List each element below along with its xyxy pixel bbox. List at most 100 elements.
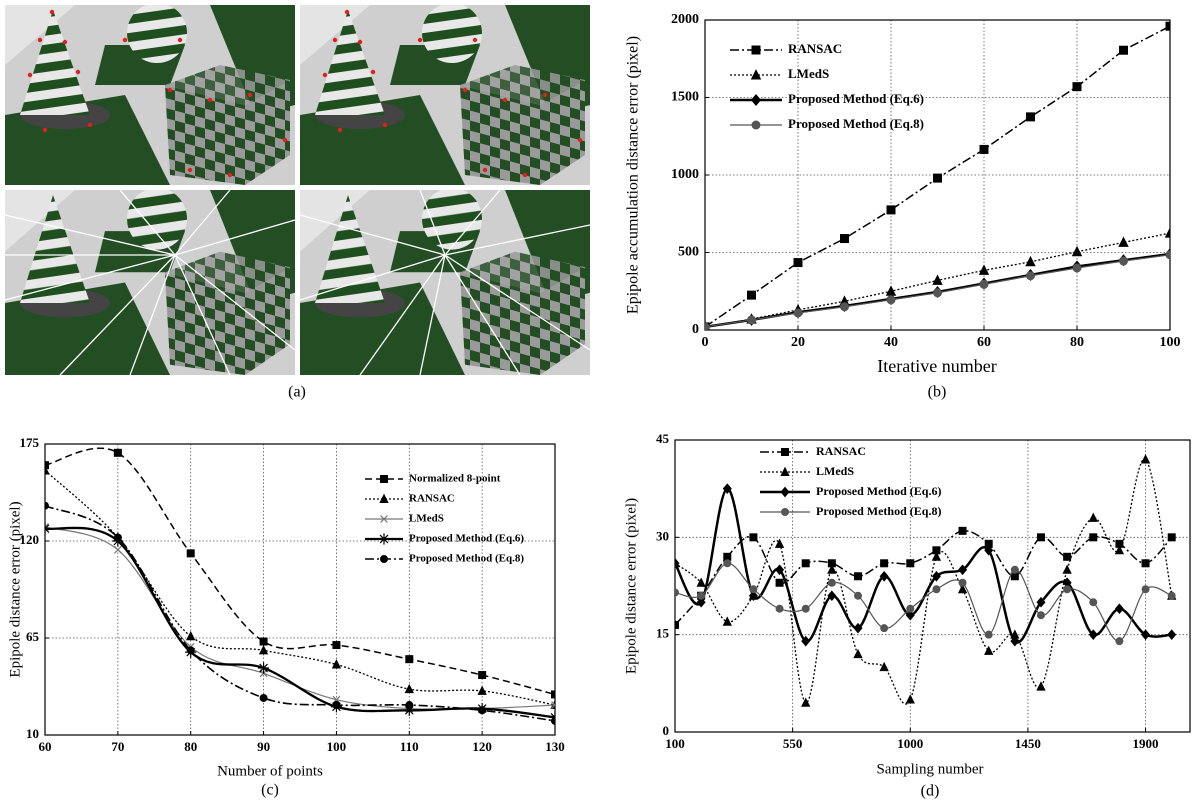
x-tick-label: 1900 (1133, 736, 1159, 751)
marker (1118, 236, 1129, 247)
marker (879, 661, 889, 672)
marker (751, 45, 761, 55)
legend-label: LMedS (788, 66, 829, 81)
marker (1119, 256, 1128, 266)
marker (113, 545, 122, 554)
plot-frame (44, 443, 556, 736)
marker (45, 461, 49, 470)
y-axis-label: Epipole distance error (pixel) (623, 498, 639, 674)
marker (1088, 512, 1098, 522)
x-tick-label: 1450 (1015, 736, 1041, 751)
marker (380, 475, 388, 483)
marker (1025, 255, 1036, 267)
marker (1119, 45, 1128, 55)
x-tick-label: 550 (783, 736, 803, 751)
marker (931, 551, 942, 561)
legend-label: Proposed Method (Eq.6) (816, 484, 941, 498)
x-tick-label: 60 (977, 335, 991, 350)
legend-label: Proposed Method (Eq.6) (409, 533, 524, 545)
marker (905, 609, 915, 621)
marker (750, 69, 762, 80)
legend-label: LMedS (816, 464, 854, 478)
marker (1063, 552, 1072, 561)
marker (906, 559, 915, 568)
legend-label: Proposed Method (Eq.8) (788, 116, 924, 131)
marker (380, 555, 388, 563)
marker (1089, 598, 1098, 607)
marker (259, 637, 268, 646)
y-tick-label: 15 (656, 626, 670, 641)
marker (1115, 637, 1124, 646)
marker (1063, 585, 1072, 594)
marker (957, 583, 968, 594)
x-tick-label: 40 (884, 335, 898, 350)
marker (675, 557, 680, 569)
plot-area (675, 440, 1190, 732)
marker (551, 701, 555, 709)
marker (748, 590, 758, 602)
marker (905, 694, 915, 704)
marker (827, 578, 836, 587)
marker (379, 493, 389, 503)
legend-label: RANSAC (788, 41, 842, 56)
marker (1141, 559, 1150, 568)
y-tick-label: 0 (692, 322, 699, 337)
marker (405, 701, 414, 710)
marker (880, 559, 889, 568)
marker (675, 620, 679, 629)
marker (1072, 82, 1082, 92)
legend-label: Proposed Method (Eq.6) (788, 91, 924, 106)
marker (853, 648, 863, 659)
marker (1114, 603, 1124, 615)
image-panel: (a) (4, 5, 591, 401)
marker (979, 279, 989, 289)
marker (801, 635, 811, 647)
marker (1141, 585, 1150, 594)
marker (675, 588, 679, 597)
marker (722, 483, 732, 494)
marker (1072, 263, 1082, 273)
y-tick-label: 1500 (671, 90, 699, 105)
marker (749, 585, 758, 594)
marker (750, 94, 762, 106)
series-line (45, 504, 555, 722)
x-tick-label: 100 (327, 739, 347, 754)
marker (1167, 591, 1176, 600)
marker (979, 144, 989, 154)
marker (984, 544, 994, 556)
marker (932, 585, 941, 594)
y-axis-label: Epipole distance error (pixel) (7, 501, 23, 677)
marker (879, 570, 889, 582)
plot-frame (704, 19, 1171, 331)
y-tick-label: 1000 (671, 167, 699, 182)
series-line (675, 562, 1172, 642)
marker (1036, 533, 1045, 542)
marker (793, 308, 803, 318)
marker (1167, 629, 1177, 640)
marker (984, 630, 993, 639)
series-group (45, 447, 555, 725)
x-tick-label: 100 (1160, 335, 1181, 350)
marker (958, 564, 968, 576)
x-tick-label: 100 (665, 736, 685, 751)
marker (1141, 629, 1151, 640)
x-tick-label: 1000 (897, 736, 923, 751)
y-tick-label: 120 (20, 532, 40, 547)
x-tick-label: 130 (545, 739, 565, 754)
marker (380, 515, 388, 523)
marker (978, 264, 990, 275)
marker (723, 552, 732, 561)
marker (1036, 596, 1046, 608)
marker (1140, 454, 1151, 464)
marker (1088, 629, 1098, 640)
marker (1010, 635, 1020, 647)
marker (775, 564, 785, 576)
marker (1026, 271, 1035, 281)
marker (1026, 112, 1035, 122)
legend-label: RANSAC (409, 493, 455, 505)
marker (1010, 572, 1019, 581)
marker (403, 704, 415, 716)
marker (958, 526, 967, 535)
x-tick-label: 80 (184, 739, 197, 754)
x-tick-label: 90 (257, 739, 270, 754)
